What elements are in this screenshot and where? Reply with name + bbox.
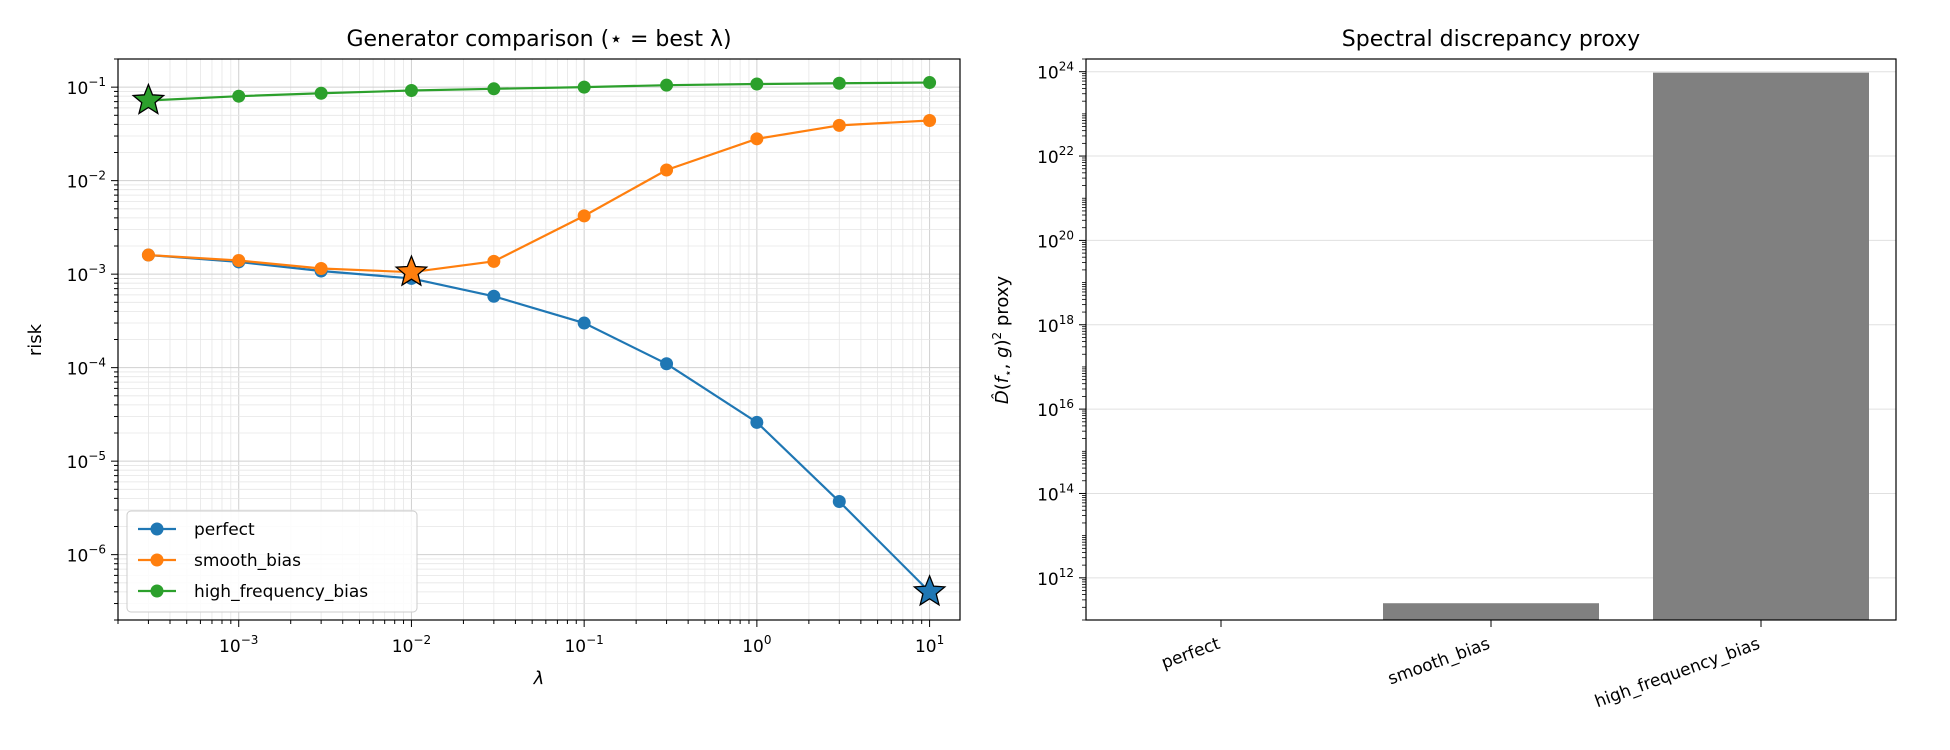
legend-swatch-marker (150, 522, 164, 536)
legend-box (126, 510, 418, 613)
y-ticks: 1012 1014 1016 1018 1020 1022 1024 (1037, 58, 1086, 621)
y-tick-label: 10−3 (67, 262, 106, 286)
bar-chart: Spectral discrepancy proxy perfect smooth… (990, 27, 1897, 712)
series-line (148, 119, 930, 274)
chart-title: Generator comparison (⋆ = best λ) (346, 27, 731, 52)
data-point (832, 118, 846, 132)
data-point (487, 254, 501, 268)
data-point (923, 113, 937, 127)
x-tick-label: perfect (1159, 634, 1223, 674)
data-point (232, 253, 246, 267)
x-tick-label: high_frequency_bias (1592, 634, 1763, 712)
y-tick-label: 1022 (1037, 144, 1074, 168)
legend-label: high_frequency_bias (194, 582, 368, 602)
data-point (832, 495, 846, 509)
chart-title: Spectral discrepancy proxy (1342, 27, 1640, 52)
data-point (404, 84, 418, 98)
y-tick-label: 1024 (1037, 60, 1074, 84)
y-tick-label: 10−2 (67, 169, 106, 193)
x-ticks: perfect smooth_bias high_frequency_bias (1159, 620, 1763, 712)
legend: perfect smooth_bias high_frequency_bias (126, 510, 418, 613)
best-lambda-star (131, 82, 166, 115)
series-smooth_bias (141, 113, 937, 279)
x-tick-label: 10−3 (219, 633, 258, 657)
x-axis-label: λ (533, 668, 545, 689)
data-point (577, 80, 591, 94)
series-line (148, 81, 930, 102)
x-tick-label: 10−1 (564, 633, 603, 657)
data-point (750, 77, 764, 91)
grid (117, 58, 960, 621)
x-tick-label: smooth_bias (1385, 634, 1492, 689)
y-tick-label: 10−6 (67, 543, 106, 567)
data-point (832, 76, 846, 90)
data-point (232, 89, 246, 103)
data-point (487, 289, 501, 303)
data-point (487, 82, 501, 96)
data-point (577, 209, 591, 223)
data-point (660, 78, 674, 92)
data-point (750, 132, 764, 146)
y-tick-label: 10−4 (67, 356, 106, 380)
bar-high_frequency_bias (1653, 72, 1869, 620)
y-tick-label: 1020 (1037, 228, 1074, 252)
data-point (314, 261, 328, 275)
data-point (314, 86, 328, 100)
y-tick-label: 1014 (1037, 481, 1074, 505)
legend-item: high_frequency_bias (138, 582, 368, 602)
data-point (750, 415, 764, 429)
data-point (660, 357, 674, 371)
y-tick-label: 1016 (1037, 397, 1074, 421)
y-ticks: 10−6 10−5 10−4 10−3 10−2 10−1 (67, 58, 118, 621)
legend-swatch-marker (150, 553, 164, 567)
y-tick-label: 1012 (1037, 566, 1074, 590)
best-markers (131, 82, 947, 607)
bars (1383, 72, 1869, 620)
bar-smooth_bias (1383, 603, 1599, 620)
legend-swatch-marker (150, 584, 164, 598)
y-axis-label: D̂(f⋆, g)2 proxy (990, 276, 1015, 405)
data-point (577, 316, 591, 330)
best-lambda-star (912, 574, 947, 607)
best-lambda-star (394, 254, 429, 287)
grid (1086, 71, 1896, 579)
legend-item: perfect (138, 520, 255, 540)
y-tick-label: 1018 (1037, 313, 1074, 337)
x-tick-label: 100 (742, 633, 771, 657)
line-chart: Generator comparison (⋆ = best λ) 10−3 10… (25, 27, 961, 689)
series-line (148, 253, 931, 593)
legend-label: perfect (194, 520, 255, 540)
data-point (923, 76, 937, 90)
x-ticks: 10−3 10−2 10−1 100 101 (117, 620, 944, 657)
y-tick-label: 10−1 (67, 75, 106, 99)
legend-item: smooth_bias (138, 551, 301, 571)
x-tick-label: 10−2 (392, 633, 431, 657)
y-tick-label: 10−5 (67, 449, 106, 473)
data-point (660, 163, 674, 177)
y-axis-label: risk (25, 323, 46, 356)
legend-label: smooth_bias (194, 551, 301, 571)
x-tick-label: 101 (915, 633, 944, 657)
data-point (141, 248, 155, 262)
